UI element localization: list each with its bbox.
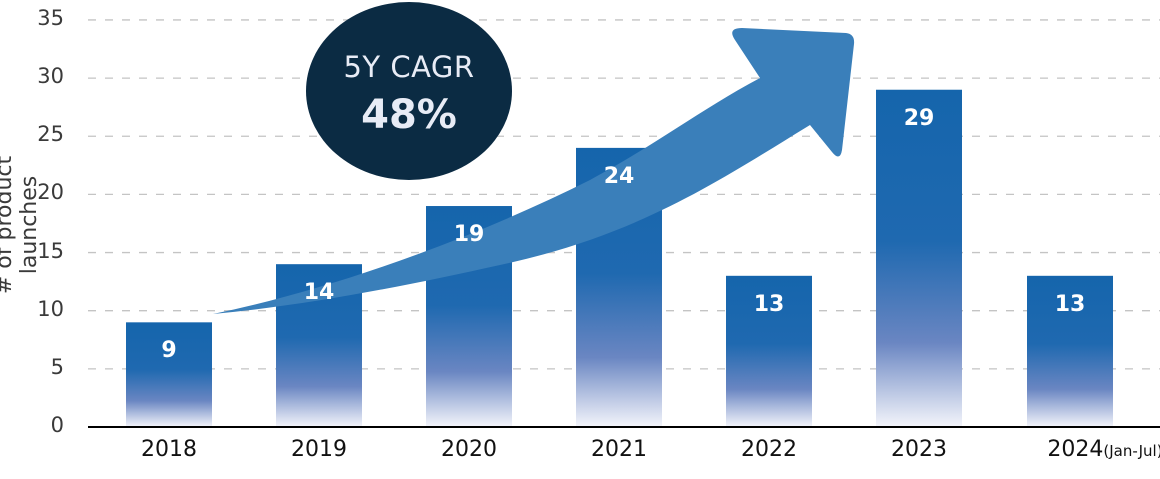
cagr-title: 5Y CAGR xyxy=(343,50,475,84)
bar-2024 xyxy=(1027,275,1113,427)
x-tick-note: (Jan-Jul) xyxy=(1103,442,1160,460)
bars xyxy=(126,89,1113,427)
x-tick-label: 2019 xyxy=(239,437,399,462)
bar-value-label: 24 xyxy=(603,163,635,189)
bar-value-label: 19 xyxy=(453,222,485,248)
x-tick-label: 2024(Jan-Jul) xyxy=(1025,437,1160,462)
y-tick-label: 20 xyxy=(37,180,64,205)
x-tick-year: 2024 xyxy=(1047,437,1104,462)
bar-2018 xyxy=(126,322,212,427)
x-tick-label: 2022 xyxy=(689,437,849,462)
x-tick-year: 2019 xyxy=(291,437,347,462)
bar-value-label: 13 xyxy=(1054,291,1086,317)
y-tick-label: 30 xyxy=(37,64,64,89)
bar-value-label: 9 xyxy=(161,338,177,364)
x-tick-year: 2021 xyxy=(591,437,647,462)
bar-value-label: 13 xyxy=(753,291,785,317)
cagr-value: 48% xyxy=(361,92,457,138)
x-tick-year: 2018 xyxy=(141,437,197,462)
bar-value-label: 14 xyxy=(303,280,335,306)
x-tick-label: 2023 xyxy=(839,437,999,462)
bar-2023 xyxy=(876,89,962,427)
trend-arrow-icon xyxy=(213,28,855,314)
x-tick-year: 2020 xyxy=(441,437,497,462)
x-tick-label: 2021 xyxy=(539,437,699,462)
y-tick-label: 25 xyxy=(37,122,64,147)
x-tick-label: 2018 xyxy=(89,437,249,462)
x-tick-label: 2020 xyxy=(389,437,549,462)
x-tick-year: 2023 xyxy=(891,437,947,462)
y-tick-label: 10 xyxy=(37,296,64,321)
cagr-callout: 5Y CAGR 48% xyxy=(306,2,512,180)
y-tick-label: 35 xyxy=(37,5,64,30)
y-tick-label: 15 xyxy=(37,238,64,263)
y-tick-label: 5 xyxy=(50,354,64,379)
bar-value-label: 29 xyxy=(903,105,935,131)
x-tick-year: 2022 xyxy=(741,437,797,462)
y-tick-label: 0 xyxy=(50,413,64,437)
bar-2022 xyxy=(726,275,812,427)
